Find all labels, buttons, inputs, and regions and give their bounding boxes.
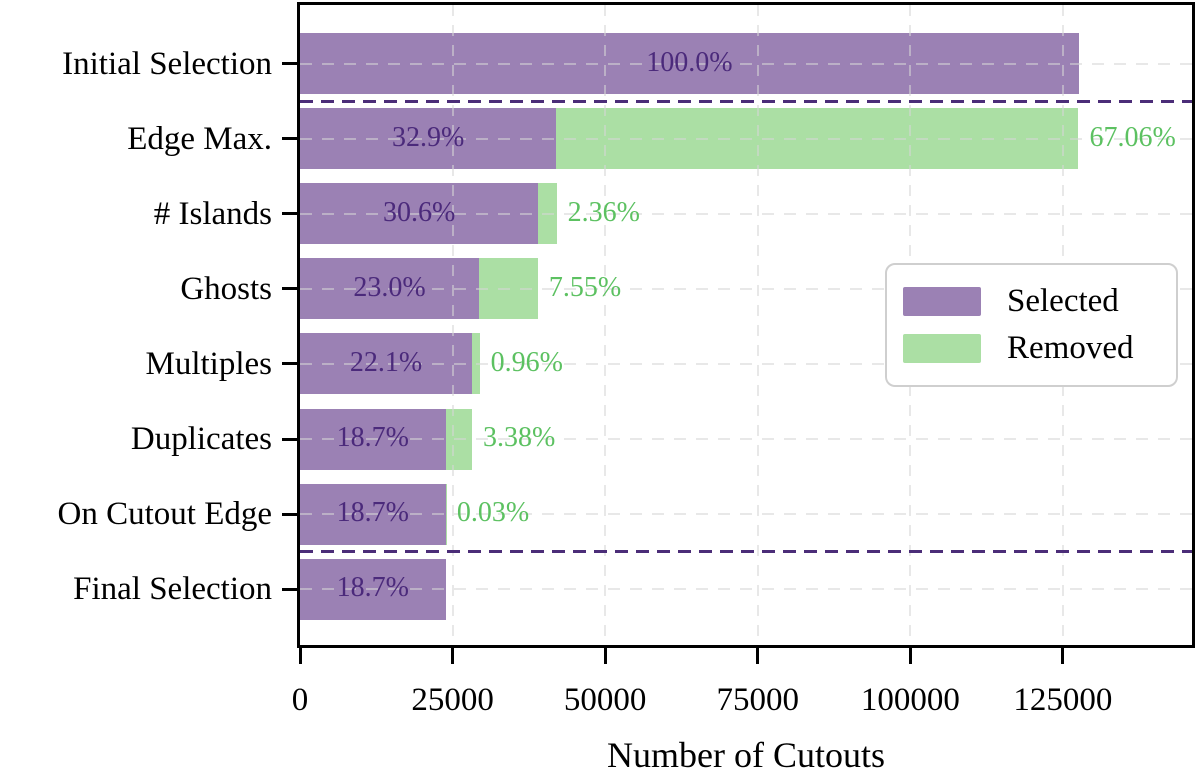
gridline-horizontal bbox=[300, 588, 1192, 591]
x-tick-label: 125000 bbox=[1013, 682, 1113, 718]
pct-label-removed: 0.96% bbox=[490, 346, 563, 378]
y-tick bbox=[282, 512, 297, 516]
category-label-edge-max: Edge Max. bbox=[127, 120, 272, 157]
x-tick-label: 75000 bbox=[716, 682, 799, 718]
pct-label-selected: 32.9% bbox=[391, 121, 465, 153]
category-label-final-selection: Final Selection bbox=[73, 571, 272, 608]
plot-area: 100.0% 32.9% 67.06% 30.6% 2.36% 23.0% 7.55% 22.… bbox=[300, 5, 1192, 645]
category-label-ghosts: Ghosts bbox=[180, 270, 272, 307]
separator-line bbox=[300, 550, 1192, 554]
legend-entry-selected: Selected bbox=[903, 285, 1176, 318]
category-label-duplicates: Duplicates bbox=[130, 421, 272, 457]
x-tick bbox=[603, 648, 607, 664]
y-tick bbox=[282, 437, 297, 441]
pct-label-selected: 23.0% bbox=[353, 271, 426, 303]
gridline-horizontal bbox=[300, 287, 1192, 290]
pct-label-removed: 67.06% bbox=[1089, 121, 1176, 153]
pct-label-selected: 18.7% bbox=[336, 572, 409, 604]
legend-label-removed: Removed bbox=[1007, 330, 1134, 366]
legend-swatch-selected bbox=[903, 287, 981, 316]
legend-label-selected: Selected bbox=[1007, 283, 1119, 319]
y-tick bbox=[282, 212, 297, 216]
x-tick-label: 50000 bbox=[563, 682, 647, 718]
pct-label-removed: 0.03% bbox=[456, 497, 530, 529]
pct-label-removed: 2.36% bbox=[567, 196, 640, 228]
gridline-horizontal bbox=[300, 137, 1192, 140]
category-label-initial-selection: Initial Selection bbox=[62, 45, 272, 82]
x-tick-label: 100000 bbox=[860, 682, 960, 718]
y-tick bbox=[282, 287, 297, 291]
y-tick bbox=[282, 362, 297, 366]
y-tick bbox=[282, 137, 297, 141]
y-tick bbox=[282, 587, 297, 591]
pct-label-selected: 100.0% bbox=[646, 46, 733, 78]
pct-label-selected: 18.7% bbox=[336, 497, 409, 529]
gridline-horizontal bbox=[300, 212, 1192, 215]
legend-entry-removed: Removed bbox=[903, 332, 1176, 365]
x-tick bbox=[1061, 648, 1065, 664]
category-label-islands: # Islands bbox=[153, 195, 272, 232]
pct-label-selected: 30.6% bbox=[382, 196, 456, 228]
gridline-vertical bbox=[604, 5, 607, 645]
legend-swatch-removed bbox=[903, 334, 981, 363]
gridline-vertical bbox=[451, 5, 454, 645]
x-tick bbox=[908, 648, 912, 664]
pct-label-selected: 22.1% bbox=[349, 346, 423, 378]
x-tick-label: 25000 bbox=[411, 682, 494, 718]
category-label-multiples: Multiples bbox=[145, 345, 272, 382]
gridline-horizontal bbox=[300, 513, 1192, 516]
gridline-vertical bbox=[756, 5, 759, 645]
x-tick bbox=[756, 648, 760, 664]
x-tick bbox=[298, 648, 302, 664]
gridline-horizontal bbox=[300, 362, 1192, 365]
separator-line bbox=[300, 99, 1192, 103]
pct-label-removed: 3.38% bbox=[482, 422, 556, 453]
y-tick bbox=[282, 62, 297, 65]
x-tick-label: 0 bbox=[291, 682, 309, 718]
x-tick bbox=[451, 648, 455, 664]
category-label-on-cutout-edge: On Cutout Edge bbox=[57, 496, 272, 533]
x-axis-label: Number of Cutouts bbox=[607, 735, 885, 775]
pct-label-selected: 18.7% bbox=[336, 422, 409, 453]
gridline-horizontal bbox=[300, 438, 1192, 440]
gridline-horizontal bbox=[300, 62, 1192, 65]
legend-box: Selected Removed bbox=[885, 263, 1178, 387]
pct-label-removed: 7.55% bbox=[548, 271, 622, 303]
